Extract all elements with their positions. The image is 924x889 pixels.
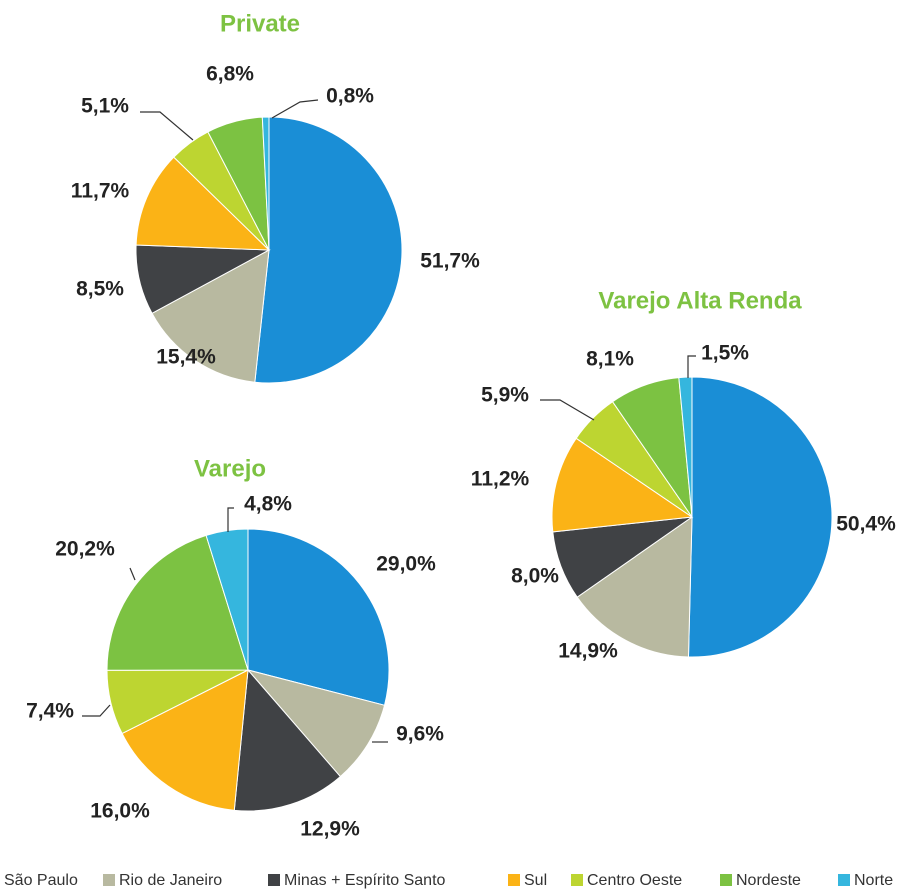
pie-slice	[106, 534, 249, 671]
pie-slice	[121, 669, 249, 811]
data-label: 50,4%	[836, 513, 896, 536]
data-label: 4,8%	[244, 493, 292, 516]
legend-swatch	[720, 874, 732, 886]
data-label: 20,2%	[55, 538, 115, 561]
data-label: 5,1%	[81, 95, 129, 118]
leader-line	[271, 99, 319, 119]
pie-slice	[678, 376, 693, 518]
data-label: 7,4%	[26, 700, 74, 723]
chart-title: Private	[220, 10, 300, 37]
pie-slice	[551, 437, 694, 533]
data-label: 15,4%	[156, 346, 216, 369]
leader-line	[227, 507, 234, 532]
data-label: 0,8%	[326, 85, 374, 108]
legend-label: Minas + Espírito Santo	[284, 872, 446, 889]
pie-slice	[205, 528, 249, 671]
legend-swatch	[103, 874, 115, 886]
data-label: 5,9%	[481, 384, 529, 407]
data-label: 11,7%	[71, 180, 130, 203]
chart-title: Varejo Alta Renda	[598, 287, 802, 314]
leader-line	[82, 704, 111, 717]
pie-slice	[247, 528, 390, 706]
legend-label: São Paulo	[4, 872, 78, 889]
data-label: 8,0%	[511, 565, 559, 588]
data-label: 12,9%	[300, 818, 360, 841]
legend-label: Centro Oeste	[587, 872, 682, 889]
data-label: 29,0%	[376, 553, 436, 576]
pie-slice	[254, 116, 403, 384]
pie-slice	[151, 249, 270, 383]
leader-line	[129, 567, 136, 581]
leader-line	[540, 399, 595, 421]
data-label: 6,8%	[206, 63, 254, 86]
legend-label: Nordeste	[736, 872, 801, 889]
data-label: 14,9%	[558, 640, 618, 663]
data-label: 8,1%	[586, 348, 634, 371]
leader-line	[687, 355, 696, 378]
legend-swatch	[838, 874, 850, 886]
legend-label: Rio de Janeiro	[119, 872, 222, 889]
pie-slice	[687, 376, 833, 658]
legend-swatch	[571, 874, 583, 886]
data-label: 1,5%	[701, 342, 749, 365]
chart-title: Varejo	[194, 455, 266, 482]
legend-swatch	[508, 874, 520, 886]
data-label: 16,0%	[90, 800, 150, 823]
legend-swatch	[268, 874, 280, 886]
data-label: 9,6%	[396, 723, 444, 746]
pie-slice	[135, 156, 271, 251]
data-label: 8,5%	[76, 278, 124, 301]
data-label: 51,7%	[420, 250, 480, 273]
pie-slice	[233, 668, 342, 812]
pie-slice	[261, 116, 270, 251]
pie-slice	[576, 516, 693, 658]
pie-slice	[246, 669, 386, 778]
legend-label: Sul	[524, 872, 547, 889]
data-label: 11,2%	[471, 468, 530, 491]
leader-line	[140, 111, 194, 141]
legend-label: Norte	[854, 872, 893, 889]
